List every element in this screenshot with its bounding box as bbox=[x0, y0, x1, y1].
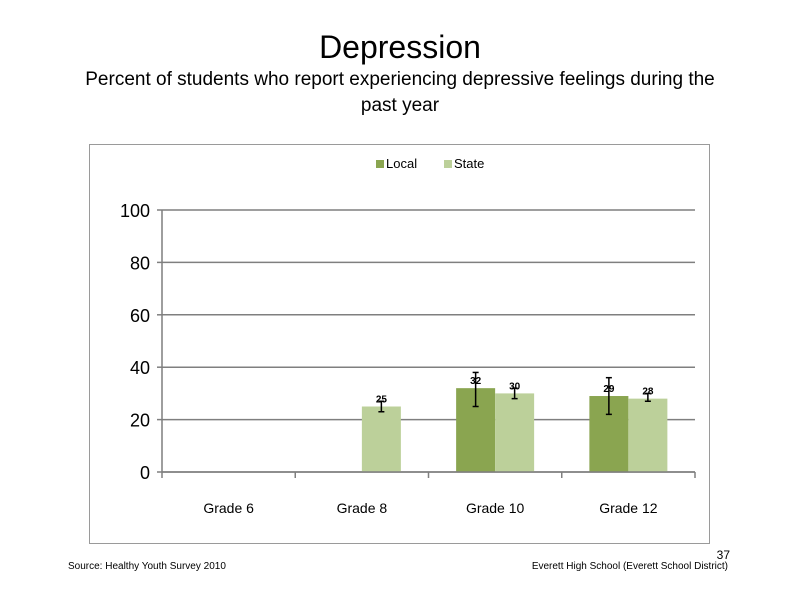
y-tick-label: 100 bbox=[120, 201, 150, 221]
y-tick-label: 80 bbox=[130, 253, 150, 273]
legend-label-local: Local bbox=[386, 156, 417, 171]
x-tick-label: Grade 6 bbox=[203, 500, 254, 516]
y-tick-label: 40 bbox=[130, 358, 150, 378]
legend-swatch-state bbox=[444, 160, 452, 168]
legend-label-state: State bbox=[454, 156, 484, 171]
legend-swatch-local bbox=[376, 160, 384, 168]
data-label: 32 bbox=[470, 376, 482, 387]
data-label: 28 bbox=[642, 387, 654, 398]
chart-frame bbox=[89, 144, 710, 544]
source-note: Source: Healthy Youth Survey 2010 bbox=[68, 561, 226, 572]
bar-state bbox=[495, 393, 535, 472]
slide-subtitle: Percent of students who report experienc… bbox=[85, 69, 715, 116]
y-tick-label: 60 bbox=[130, 306, 150, 326]
data-label: 29 bbox=[603, 384, 615, 395]
page-number: 37 bbox=[716, 548, 730, 562]
school-name: Everett High School (Everett School Dist… bbox=[531, 561, 728, 572]
slide-title: Depression bbox=[319, 29, 481, 65]
bar-state bbox=[361, 406, 401, 472]
data-label: 30 bbox=[509, 381, 521, 392]
y-tick-label: 0 bbox=[140, 463, 150, 483]
data-label: 25 bbox=[376, 395, 388, 406]
bar-state bbox=[628, 398, 668, 472]
x-tick-label: Grade 12 bbox=[599, 500, 658, 516]
y-tick-label: 20 bbox=[130, 411, 150, 431]
x-tick-label: Grade 8 bbox=[337, 500, 388, 516]
x-tick-label: Grade 10 bbox=[466, 500, 525, 516]
